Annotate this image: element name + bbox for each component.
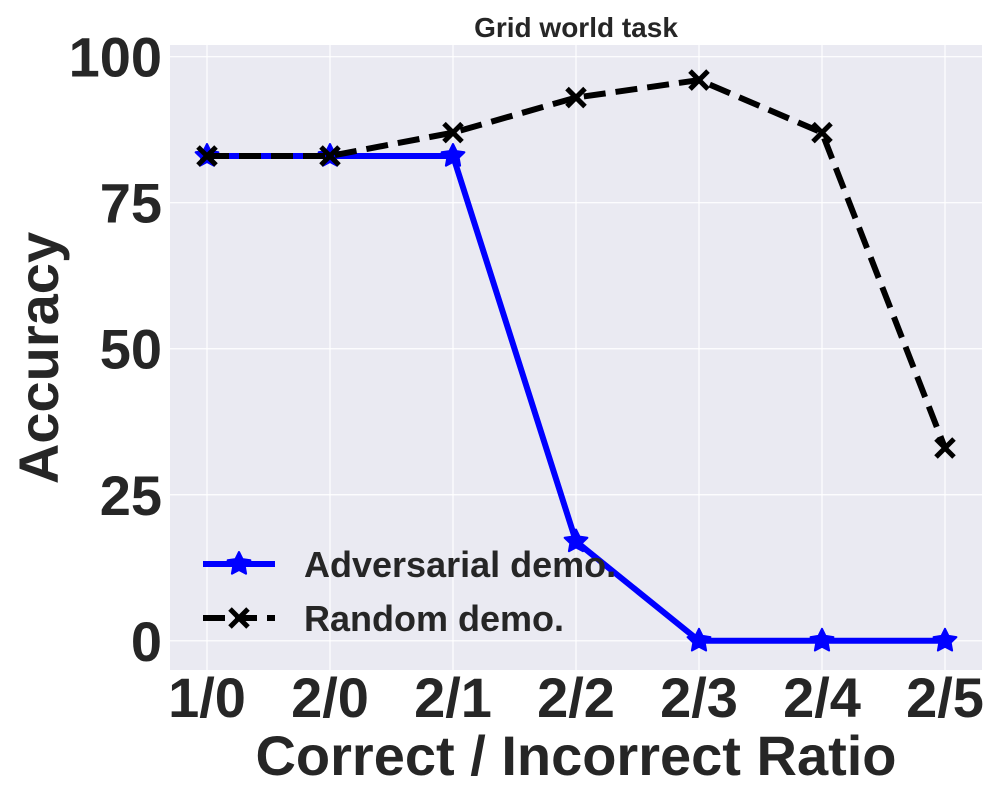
y-axis-label: Accuracy — [7, 232, 70, 484]
y-tick-label: 50 — [100, 318, 162, 381]
legend-label-1: Adversarial demo. — [304, 544, 616, 585]
y-tick-label: 0 — [131, 610, 162, 673]
x-tick-label: 1/0 — [168, 666, 246, 729]
chart-title: Grid world task — [474, 12, 678, 43]
x-tick-label: 2/4 — [783, 666, 861, 729]
legend-label-2: Random demo. — [304, 598, 564, 639]
x-tick-label: 2/0 — [291, 666, 369, 729]
legend-marker-1 — [226, 551, 252, 575]
series-2-point — [319, 145, 341, 167]
series-1-point — [686, 627, 712, 652]
x-tick-label: 2/5 — [906, 666, 984, 729]
series-1-point — [440, 143, 466, 167]
x-tick-label: 2/2 — [537, 666, 615, 729]
x-tick-label: 2/3 — [660, 666, 738, 729]
series-1-point — [932, 627, 958, 652]
series-2-point — [442, 121, 464, 144]
tick-labels: 0 25 50 75 100 1/0 2/0 2/1 2/2 2/3 2/4 2/5 — [69, 26, 984, 729]
legend-marker-2 — [228, 607, 250, 629]
series-2-point — [565, 86, 587, 109]
series-2-point — [811, 121, 833, 144]
x-tick-label: 2/1 — [414, 666, 492, 729]
series-layer — [194, 69, 958, 652]
series-1-point — [563, 528, 589, 553]
series-2-point — [934, 437, 956, 459]
y-tick-label: 25 — [100, 464, 162, 527]
series-2-point — [688, 69, 710, 91]
x-axis-label: Correct / Incorrect Ratio — [255, 724, 896, 787]
legend: Adversarial demo. Random demo. — [203, 544, 616, 639]
series-1-point — [809, 627, 835, 652]
y-tick-label: 75 — [100, 172, 162, 235]
series-2-point — [196, 145, 218, 167]
y-tick-label: 100 — [69, 26, 162, 89]
